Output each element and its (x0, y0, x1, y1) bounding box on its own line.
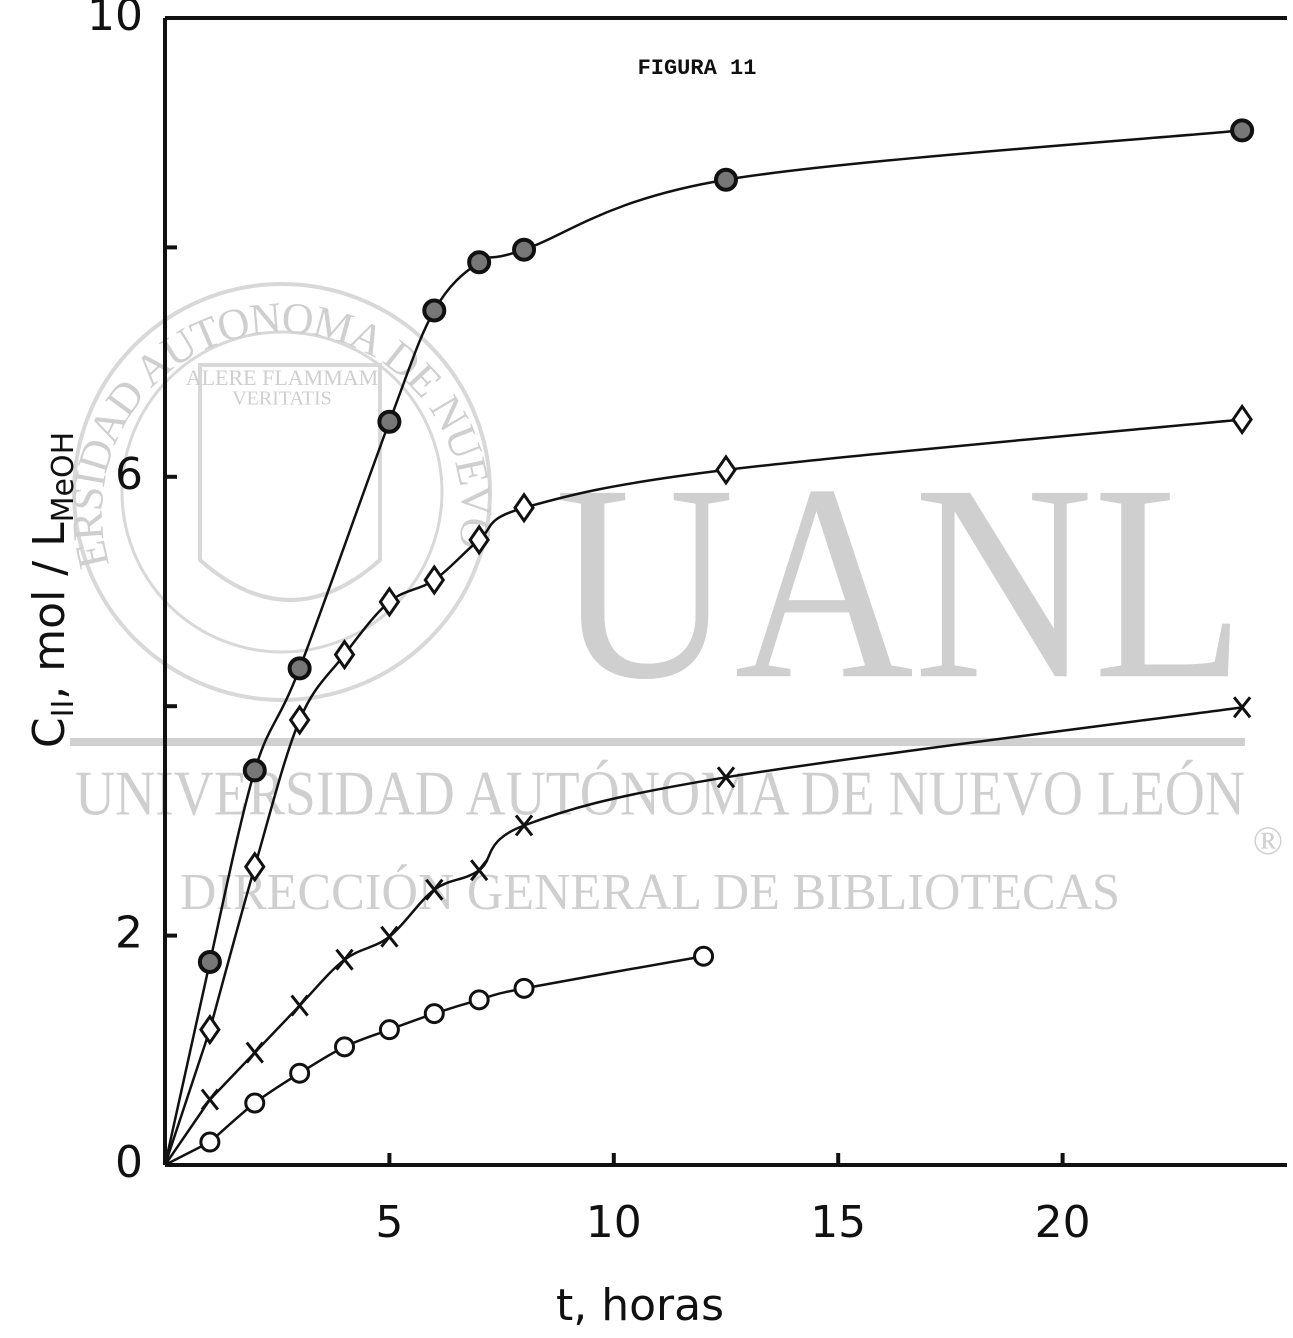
point (242, 758, 267, 783)
point (423, 564, 446, 596)
y-axis-label: CII, mol / LMeOH (24, 432, 81, 748)
point (334, 1036, 356, 1058)
point (512, 237, 537, 262)
registered-mark: ® (1253, 818, 1283, 863)
point (1232, 696, 1252, 719)
y-label-sub: II (46, 700, 81, 718)
point (716, 766, 736, 789)
y-tick-label: 10 (87, 0, 143, 41)
point (287, 656, 312, 681)
y-label-main: C (24, 717, 75, 748)
point (378, 1019, 400, 1041)
point (715, 454, 737, 486)
point (514, 814, 534, 837)
point (423, 1003, 445, 1025)
curve-start (163, 1098, 211, 1166)
seal-shield (198, 363, 382, 602)
seal-ring (72, 282, 492, 702)
point (468, 989, 490, 1011)
x-tick-label: 5 (375, 1197, 403, 1248)
x-tick-label: 10 (586, 1197, 642, 1248)
office-text: DIRECCIÓN GENERAL DE BIBLIOTECAS (180, 863, 1120, 921)
point (288, 704, 311, 736)
point (1230, 118, 1255, 143)
seal-inner (120, 330, 444, 654)
point (469, 859, 489, 882)
point (199, 1014, 221, 1046)
point (1231, 403, 1253, 436)
watermark: UNIVERSIDAD AUTONOMA DE NUEVO LEON ALERE… (0, 0, 1283, 921)
x-axis-label: t, horas (556, 1280, 724, 1331)
chart-title: FIGURA 11 (638, 56, 757, 81)
curve-start (163, 1029, 212, 1166)
point (200, 1088, 220, 1111)
x-tick-label: 15 (810, 1197, 866, 1248)
point (290, 994, 309, 1017)
point (693, 945, 715, 967)
point (513, 492, 535, 524)
logo-text: UANL (555, 426, 1245, 737)
y-label-sub: MeOH (46, 432, 81, 523)
point (468, 524, 490, 556)
point (467, 250, 492, 275)
point (335, 948, 354, 971)
fit-curve (209, 955, 704, 1144)
point (380, 925, 399, 948)
point (513, 977, 535, 999)
y-label-rest: , mol / L (24, 522, 75, 700)
x-tick-label: 20 (1035, 1197, 1091, 1248)
point (243, 851, 266, 883)
point (422, 298, 447, 323)
curve-start (163, 961, 212, 1166)
point (378, 586, 401, 618)
point (714, 167, 738, 192)
point (245, 1041, 264, 1064)
seal-motto: ALERE FLAMMAM (186, 365, 379, 390)
y-tick-label: 6 (115, 449, 143, 500)
point (333, 638, 356, 671)
seal-motto: VERITATIS (232, 388, 332, 410)
point (197, 949, 222, 974)
y-tick-label: 2 (115, 908, 143, 959)
y-tick-label: 0 (115, 1137, 143, 1188)
point (425, 878, 444, 901)
point (377, 409, 402, 434)
point (289, 1062, 311, 1084)
point (199, 1131, 221, 1153)
point (244, 1092, 266, 1114)
